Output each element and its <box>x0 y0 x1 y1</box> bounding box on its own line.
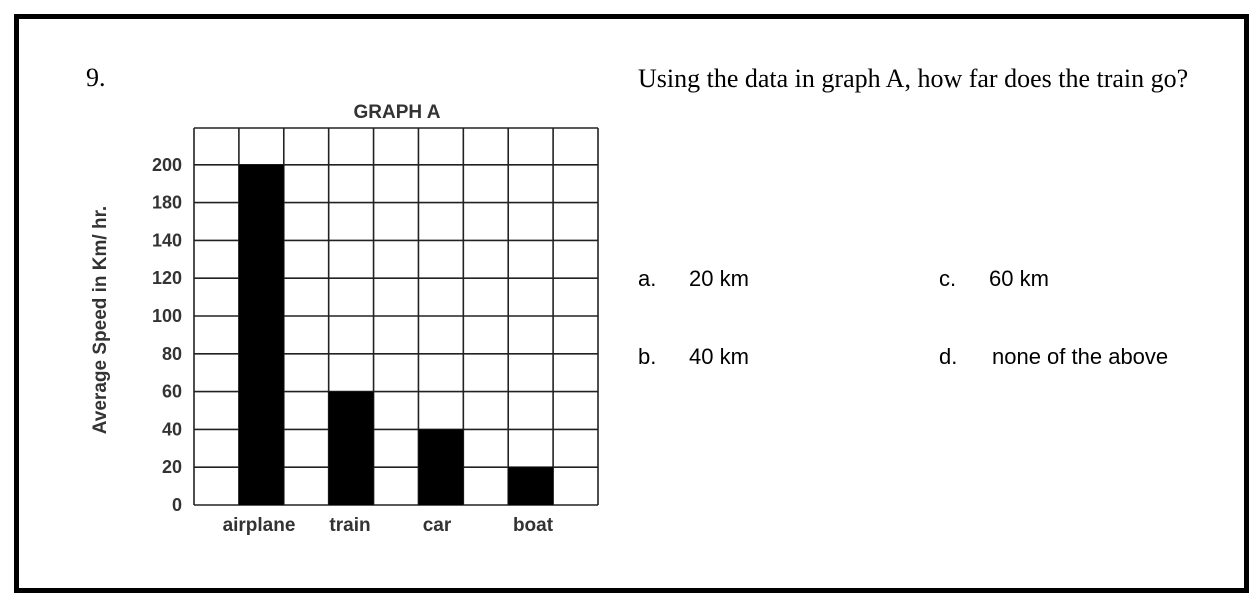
option-d-letter: d. <box>939 344 958 369</box>
option-a-letter: a. <box>638 266 657 291</box>
x-tick-label-car: car <box>423 515 452 536</box>
y-tick-label: 40 <box>162 419 182 439</box>
y-axis-label: Average Speed in Km/ hr. <box>90 206 111 434</box>
option-b-text[interactable]: 40 km <box>689 344 749 369</box>
y-tick-label: 0 <box>172 495 182 515</box>
y-tick-label: 60 <box>162 382 182 402</box>
y-tick-labels: 0 20 40 60 80 100 120 140 180 200 <box>152 155 182 515</box>
x-tick-label-boat: boat <box>513 515 554 536</box>
y-tick-label: 180 <box>152 193 182 213</box>
y-tick-label: 200 <box>152 155 182 175</box>
bar-car <box>418 429 464 505</box>
chart-bars <box>238 164 554 506</box>
x-tick-labels: airplane train car boat <box>223 515 554 536</box>
option-d-text[interactable]: none of the above <box>992 344 1169 369</box>
option-c-text[interactable]: 60 km <box>989 266 1049 291</box>
y-tick-label: 120 <box>152 268 182 288</box>
question-number: 9. <box>86 63 106 92</box>
y-tick-label: 140 <box>152 230 182 250</box>
bar-train <box>328 391 374 505</box>
option-a-text[interactable]: 20 km <box>689 266 749 291</box>
option-b-letter: b. <box>638 344 657 369</box>
x-tick-label-train: train <box>329 515 370 536</box>
question-text: Using the data in graph A, how far does … <box>638 64 1189 93</box>
bar-airplane <box>238 164 284 506</box>
y-tick-label: 80 <box>162 344 182 364</box>
y-tick-label: 20 <box>162 457 182 477</box>
question-card <box>14 14 1249 593</box>
x-tick-label-airplane: airplane <box>223 515 296 536</box>
option-c-letter: c. <box>939 266 957 291</box>
chart-title: GRAPH A <box>354 102 441 123</box>
y-tick-label: 100 <box>152 306 182 326</box>
bar-boat <box>508 467 554 505</box>
